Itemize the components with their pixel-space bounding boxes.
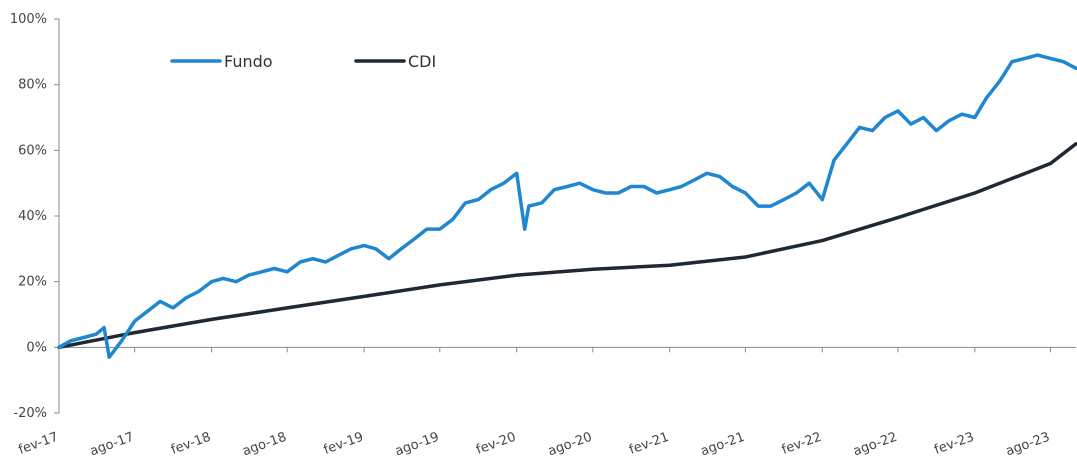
x-tick-label: ago-20	[546, 430, 594, 460]
legend-label-cdi: CDI	[408, 52, 436, 71]
axes: -20% 0% 20% 40% 60% 80% 100% fev-17 ago-17 fev-18…	[10, 12, 1076, 459]
y-tick-label: 100%	[10, 12, 47, 27]
x-tick-label: ago-17	[88, 430, 136, 460]
series-line-cdi	[57, 142, 1077, 350]
y-tick-label: -20%	[13, 406, 47, 421]
y-tick-label: 60%	[18, 143, 47, 158]
x-tick-label: fev-20	[474, 430, 518, 458]
x-tick-label: ago-18	[241, 430, 289, 460]
x-tick-label: ago-19	[393, 430, 441, 460]
y-tick-label: 40%	[18, 209, 47, 224]
x-tick-label: fev-21	[627, 430, 671, 458]
x-tick-label: fev-19	[322, 430, 366, 458]
x-tick-label: ago-22	[851, 430, 899, 460]
legend: Fundo CDI	[170, 52, 436, 71]
y-tick-label: 80%	[18, 78, 47, 93]
y-tick-label: 0%	[26, 340, 47, 355]
x-tick-label: fev-18	[169, 430, 213, 458]
x-tick-label: fev-17	[17, 430, 61, 458]
y-tick-label: 20%	[18, 275, 47, 290]
legend-label-fundo: Fundo	[224, 52, 273, 71]
x-tick-label: ago-23	[1004, 430, 1052, 460]
x-tick-label: ago-21	[699, 430, 747, 460]
series-lines	[57, 53, 1077, 359]
x-tick-label: fev-22	[780, 430, 824, 458]
x-tick-label: fev-23	[932, 430, 976, 458]
series-line-fundo	[57, 53, 1077, 359]
